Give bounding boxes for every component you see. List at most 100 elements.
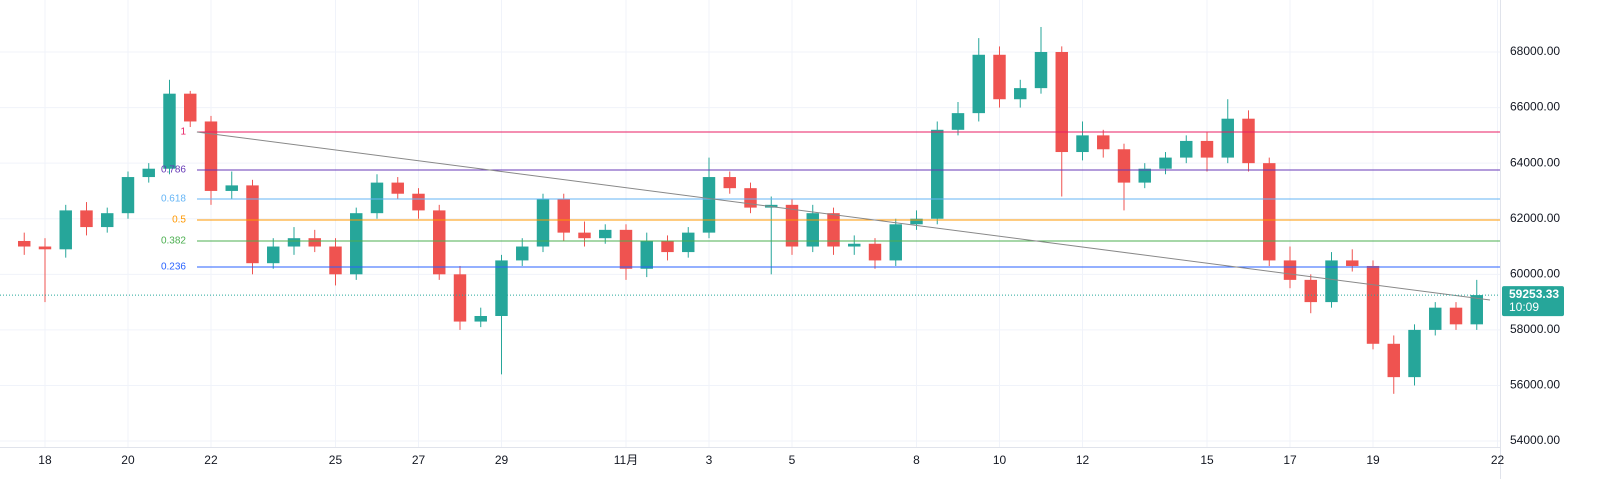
- candle-body: [619, 229, 633, 269]
- candle-body: [972, 54, 985, 114]
- candle-body: [868, 243, 882, 261]
- candle-body: [661, 240, 674, 253]
- candle-body: [1470, 295, 1483, 325]
- x-tick-label: 20: [121, 453, 135, 467]
- candle-body: [1429, 307, 1442, 330]
- last-price-box: [1502, 286, 1564, 317]
- candle-body: [495, 260, 508, 316]
- candle-body: [806, 213, 819, 247]
- x-tick-label: 27: [412, 453, 426, 467]
- candle-body: [599, 229, 612, 239]
- x-tick-label: 22: [204, 453, 218, 467]
- candle-body: [1408, 329, 1421, 378]
- x-tick-label: 22: [1491, 453, 1505, 467]
- candle-body: [453, 274, 467, 322]
- y-tick-label: 66000.00: [1510, 100, 1560, 114]
- candle-body: [287, 238, 301, 247]
- candle-body: [1346, 260, 1359, 266]
- candle-body: [848, 243, 861, 247]
- candle-body: [1138, 168, 1151, 183]
- candle-body: [308, 238, 321, 247]
- candle-body: [682, 232, 695, 253]
- x-tick-label: 19: [1366, 453, 1380, 467]
- x-tick-label: 17: [1283, 453, 1297, 467]
- candle-body: [433, 210, 446, 275]
- candle-body: [910, 218, 923, 225]
- fib-label: 1: [180, 127, 186, 138]
- candle-body: [723, 177, 736, 189]
- candle-body: [557, 199, 570, 233]
- x-tick-label: 10: [993, 453, 1007, 467]
- x-tick-label: 3: [706, 453, 713, 467]
- candle-body: [827, 213, 840, 247]
- candle-body: [1366, 265, 1380, 344]
- x-tick-label: 12: [1076, 453, 1090, 467]
- candle-body: [267, 246, 280, 264]
- fib-label: 0.236: [161, 262, 186, 273]
- candle-body: [18, 240, 31, 247]
- candle-body: [142, 168, 155, 178]
- candle-body: [1200, 140, 1214, 158]
- x-tick-label: 18: [38, 453, 52, 467]
- trend-line: [196, 131, 1491, 301]
- candle-body: [474, 315, 487, 322]
- candle-body: [640, 240, 653, 269]
- candle-body: [1242, 118, 1255, 164]
- candle-body: [80, 210, 93, 228]
- y-tick-label: 64000.00: [1510, 155, 1560, 169]
- y-tick-label: 58000.00: [1510, 322, 1560, 336]
- candle-body: [350, 213, 363, 275]
- candle-body: [329, 246, 342, 275]
- candle-body: [516, 246, 529, 261]
- candle-body: [1117, 149, 1131, 183]
- y-tick-label: 68000.00: [1510, 44, 1560, 58]
- candle-body: [536, 199, 550, 247]
- candle-body: [578, 232, 591, 239]
- candle-body: [1283, 260, 1297, 280]
- candle-body: [702, 177, 716, 233]
- candle-body: [1034, 51, 1048, 89]
- candle-body: [1180, 140, 1193, 158]
- candle-body: [889, 224, 902, 261]
- y-tick-label: 56000.00: [1510, 378, 1560, 392]
- x-tick-label: 25: [329, 453, 343, 467]
- candle-body: [38, 246, 52, 250]
- y-tick-label: 60000.00: [1510, 266, 1560, 280]
- candle-body: [184, 93, 197, 122]
- candle-body: [1325, 260, 1338, 303]
- candle-body: [1387, 343, 1400, 378]
- x-tick-label: 15: [1200, 453, 1214, 467]
- y-tick-label: 62000.00: [1510, 211, 1560, 225]
- candle-body: [1055, 51, 1068, 153]
- fib-label: 0.618: [161, 194, 186, 205]
- y-tick-label: 54000.00: [1510, 433, 1560, 447]
- candle-body: [1263, 163, 1276, 261]
- candle-body: [744, 188, 757, 208]
- candle-body: [1304, 279, 1317, 303]
- candle-body: [121, 177, 135, 214]
- candle-body: [993, 54, 1006, 100]
- candle-body: [412, 193, 425, 211]
- candle-body: [1221, 118, 1234, 158]
- candle-body: [59, 210, 72, 250]
- fib-label: 0.5: [172, 215, 186, 226]
- x-tick-label: 29: [495, 453, 509, 467]
- candle-body: [246, 185, 259, 264]
- candle-body: [225, 185, 238, 191]
- fib-label: 0.786: [161, 165, 186, 176]
- candle-body: [204, 121, 218, 191]
- candle-body: [1076, 135, 1089, 153]
- candle-body: [1097, 135, 1110, 150]
- candle-body: [370, 182, 384, 214]
- candle-body: [931, 129, 944, 219]
- x-tick-label: 11月: [614, 453, 638, 467]
- candle-body: [951, 113, 965, 130]
- x-tick-label: 8: [913, 453, 920, 467]
- fib-label: 0.382: [161, 236, 186, 247]
- last-price-label: 59253.33: [1509, 287, 1559, 301]
- candle-body: [1014, 88, 1027, 100]
- x-tick-label: 5: [789, 453, 796, 467]
- candle-body: [1449, 307, 1463, 325]
